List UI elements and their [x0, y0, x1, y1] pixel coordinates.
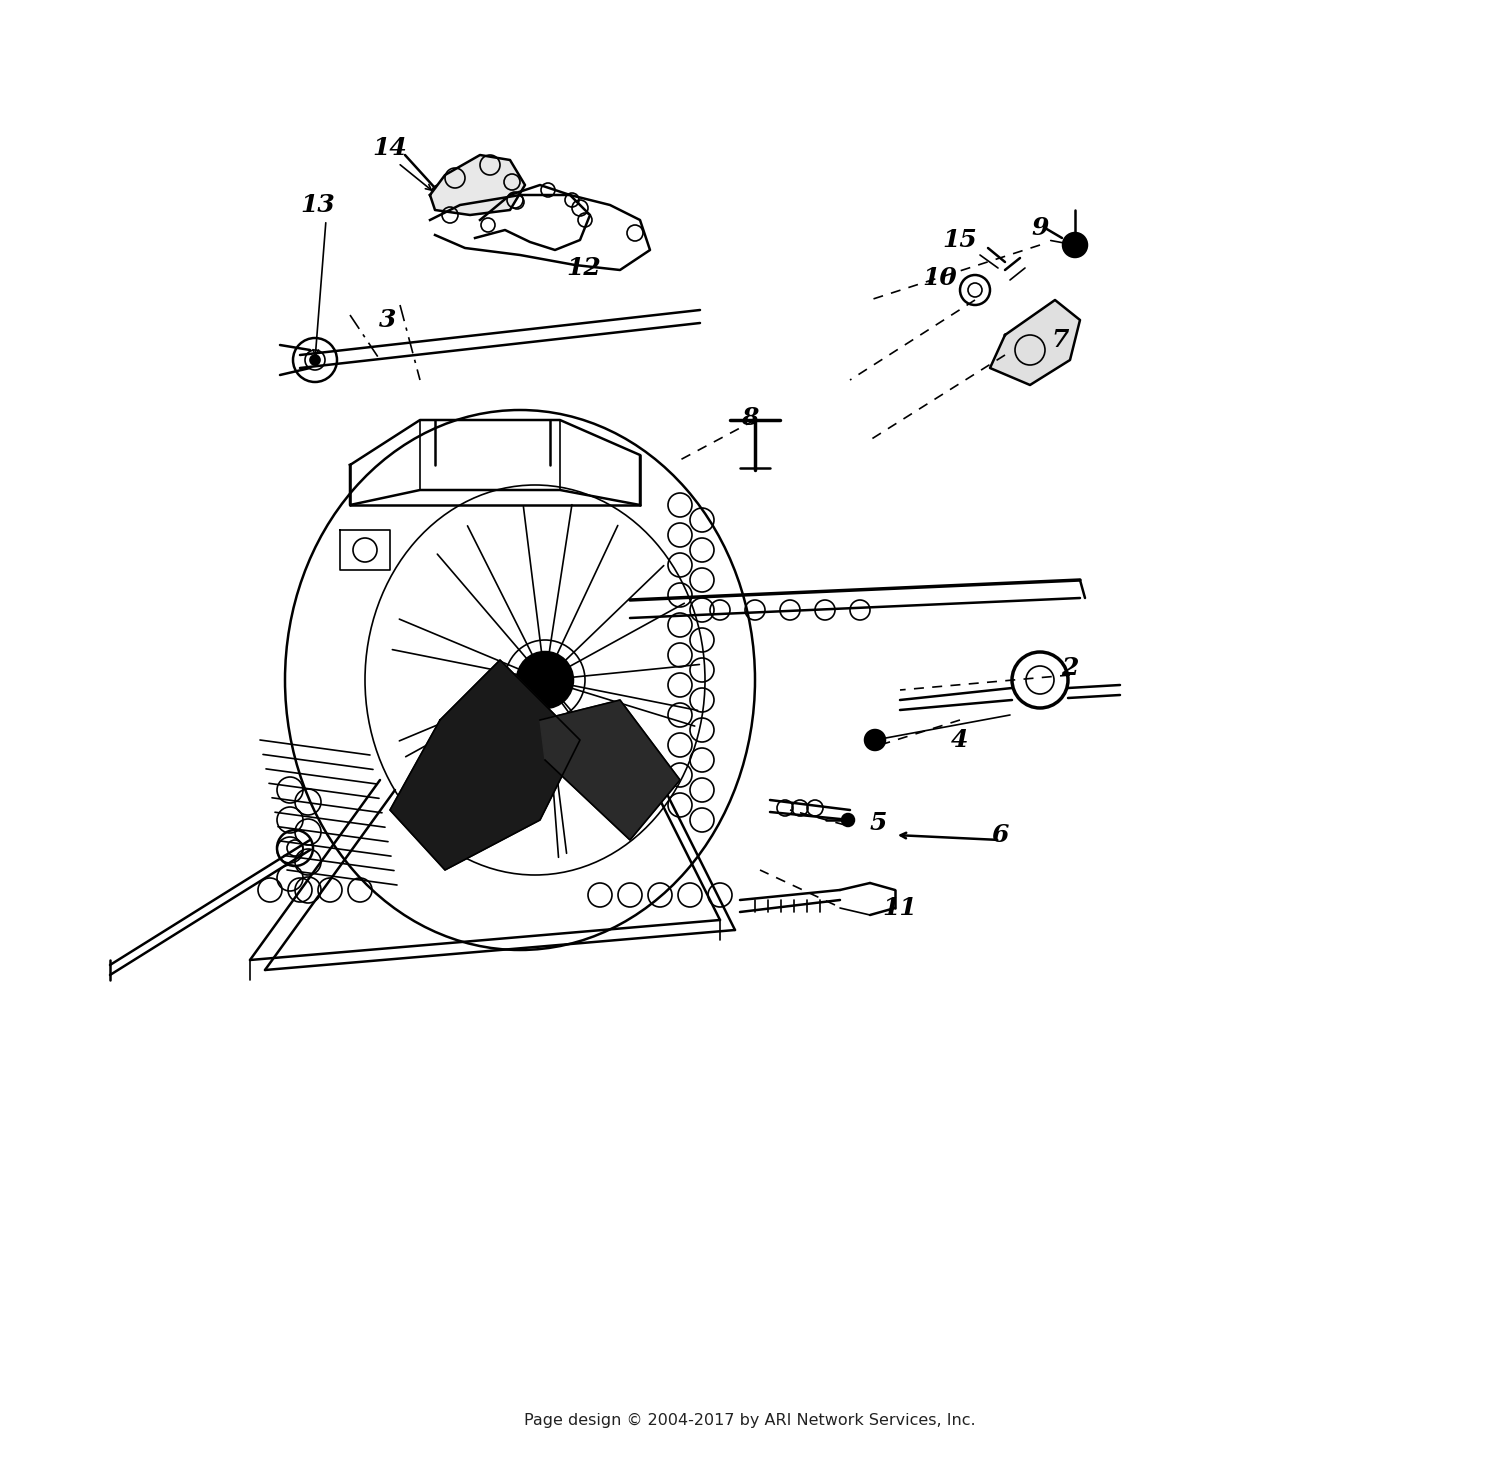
- Circle shape: [432, 185, 448, 201]
- Text: 9: 9: [1032, 216, 1048, 240]
- Circle shape: [865, 730, 885, 750]
- Text: Page design © 2004-2017 by ARI Network Services, Inc.: Page design © 2004-2017 by ARI Network S…: [524, 1412, 976, 1428]
- Polygon shape: [430, 154, 525, 216]
- Text: 11: 11: [882, 896, 918, 919]
- Text: 14: 14: [372, 136, 408, 160]
- Text: 13: 13: [300, 192, 336, 217]
- Text: 8: 8: [741, 407, 759, 430]
- Circle shape: [842, 814, 854, 826]
- Text: 5: 5: [870, 812, 886, 835]
- Polygon shape: [390, 660, 580, 870]
- Circle shape: [518, 651, 573, 708]
- Text: 6: 6: [992, 823, 1008, 847]
- Polygon shape: [540, 699, 680, 841]
- Text: 12: 12: [567, 256, 602, 280]
- Text: 15: 15: [942, 227, 978, 252]
- Text: 7: 7: [1052, 328, 1068, 353]
- Polygon shape: [990, 300, 1080, 385]
- Text: 4: 4: [951, 728, 969, 752]
- Circle shape: [1064, 233, 1088, 256]
- Text: 3: 3: [380, 307, 396, 332]
- Text: 10: 10: [922, 267, 957, 290]
- Circle shape: [310, 356, 320, 366]
- Text: 2: 2: [1062, 656, 1078, 680]
